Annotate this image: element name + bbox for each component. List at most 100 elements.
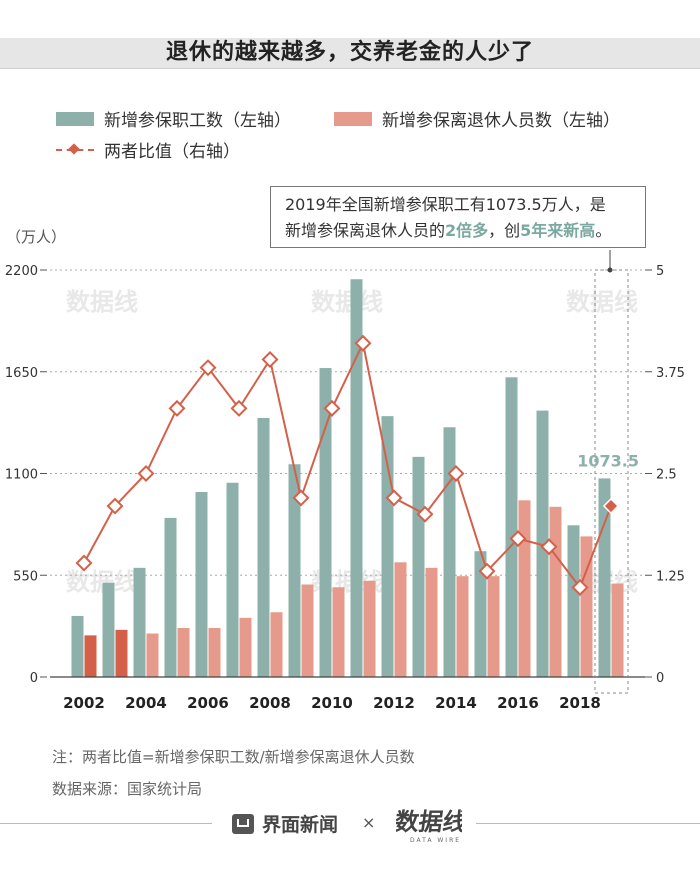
page-title: 退休的越来越多，交养老金的人少了 xyxy=(165,40,534,65)
callout-line-1: 2019年全国新增参保职工有1073.5万人，是 xyxy=(285,195,606,214)
y-left-tick-label: 0 xyxy=(30,671,38,686)
watermark-text: 数据线 xyxy=(66,568,138,596)
bar-workers xyxy=(536,410,549,677)
x-tick-label: 2004 xyxy=(125,694,167,712)
bar-retirees xyxy=(301,584,314,677)
ratio-point xyxy=(602,497,620,515)
bar-workers xyxy=(350,279,363,677)
bar-workers xyxy=(71,615,84,677)
bar-workers xyxy=(381,416,394,677)
legend-swatch-ratio xyxy=(56,143,94,157)
chart-canvas: 数据线数据线数据线数据线数据线数据线 055011001650220001.25… xyxy=(5,250,685,712)
ratio-point xyxy=(292,489,310,507)
ratio-point xyxy=(168,399,186,417)
bar-retirees xyxy=(456,576,469,677)
callout-text-b: ，创 xyxy=(488,221,521,240)
y-right-tick-label: 0 xyxy=(656,671,664,686)
bar-retirees xyxy=(208,627,221,677)
y-left-tick-label: 1650 xyxy=(5,366,38,381)
y-right-tick-label: 3.75 xyxy=(656,366,685,381)
bar-workers xyxy=(474,551,487,677)
watermark-text: 数据线 xyxy=(66,288,138,316)
bars xyxy=(71,279,624,677)
brand-logo-icon xyxy=(232,813,254,834)
bar-retirees xyxy=(177,627,190,677)
ratio-point xyxy=(199,359,217,377)
ratio-point xyxy=(416,505,434,523)
ratio-point xyxy=(478,562,496,580)
ratio-point xyxy=(137,465,155,482)
legend-item-ratio: 两者比值（右轴） xyxy=(56,137,240,162)
x-tick-label: 2010 xyxy=(311,694,353,712)
bar-retirees xyxy=(239,617,252,677)
bar-retirees xyxy=(549,506,562,677)
callout-box: 2019年全国新增参保职工有1073.5万人，是 新增参保离退休人员的2倍多，创… xyxy=(270,186,646,248)
bar-workers xyxy=(598,478,611,677)
ratio-point xyxy=(230,399,248,417)
bar-retirees xyxy=(332,587,345,677)
y-right-tick-label: 2.5 xyxy=(656,468,677,483)
ratio-point xyxy=(354,334,372,352)
bar-retirees xyxy=(425,567,438,677)
ratio-polyline xyxy=(83,340,612,590)
bar-workers xyxy=(164,517,177,677)
y-right-tick-label: 5 xyxy=(656,264,664,279)
bar-workers xyxy=(257,418,270,677)
bar-workers xyxy=(319,368,332,677)
legend-label-workers: 新增参保职工数（左轴） xyxy=(104,111,291,131)
watermark-text: 数据线 xyxy=(311,288,383,316)
ratio-point xyxy=(509,530,527,548)
y-right-tick-label: 1.25 xyxy=(656,569,685,584)
svg-text:DATA WIRE: DATA WIRE xyxy=(410,837,461,844)
bar-workers xyxy=(505,377,518,677)
legend-label-retirees: 新增参保离退休人员数（左轴） xyxy=(382,111,620,131)
bar-workers xyxy=(226,482,239,677)
footnote: 注：两者比值=新增参保职工数/新增参保离退休人员数 xyxy=(52,748,415,766)
legend-label-ratio: 两者比值（右轴） xyxy=(104,142,240,162)
x-tick-label: 2016 xyxy=(497,694,539,712)
legend-item-retirees: 新增参保离退休人员数（左轴） xyxy=(334,106,620,131)
data-source: 数据来源：国家统计局 xyxy=(52,780,203,798)
x-tick-label: 2018 xyxy=(559,694,601,712)
ratio-point xyxy=(571,578,589,596)
x-tick-label: 2014 xyxy=(435,694,477,712)
bar-retirees xyxy=(146,633,159,677)
callout-text-a: 新增参保离退休人员的 xyxy=(285,221,446,240)
ratio-point xyxy=(540,538,558,556)
x-tick-label: 2002 xyxy=(63,694,105,712)
title-band xyxy=(0,38,700,69)
y-left-tick-label: 550 xyxy=(13,569,38,584)
brand-name: 界面新闻 xyxy=(262,814,339,836)
bar-retirees xyxy=(115,629,128,677)
callout-highlight-1: 2倍多 xyxy=(445,221,489,240)
ratio-point xyxy=(447,465,465,482)
callout-line-2: 新增参保离退休人员的2倍多，创5年来新高。 xyxy=(285,218,645,244)
x-tick-label: 2012 xyxy=(373,694,415,712)
watermark-text: 数据线 xyxy=(566,288,638,316)
brand: 界面新闻 xyxy=(232,810,338,837)
ratio-point xyxy=(106,497,124,515)
partner-logo-icon: 数据线 DATA WIRE xyxy=(396,808,462,844)
bar-retirees xyxy=(84,635,97,677)
ratio-point xyxy=(261,351,279,369)
bar-workers xyxy=(133,567,146,677)
x-tick-label: 2006 xyxy=(187,694,229,712)
bar-retirees xyxy=(363,580,376,677)
footer-divider-left xyxy=(0,823,212,824)
watermarks: 数据线数据线数据线数据线数据线数据线 xyxy=(66,288,638,596)
legend-swatch-retirees xyxy=(334,111,372,126)
bar-retirees xyxy=(611,583,624,677)
y-axis-unit-label: （万人） xyxy=(6,228,67,246)
annotation-2019-value: 1073.5 xyxy=(577,451,639,470)
bar-workers xyxy=(195,492,208,677)
bar-workers xyxy=(443,427,456,677)
y-left-tick-label: 1100 xyxy=(5,468,38,483)
bar-workers xyxy=(567,525,580,677)
ratio-point xyxy=(323,399,341,417)
callout-dot xyxy=(607,267,613,273)
bar-retirees xyxy=(487,576,500,677)
bar-workers xyxy=(412,456,425,677)
y-left-tick-label: 2200 xyxy=(5,264,38,279)
times-sign: × xyxy=(362,813,376,832)
ratio-point xyxy=(75,554,93,572)
